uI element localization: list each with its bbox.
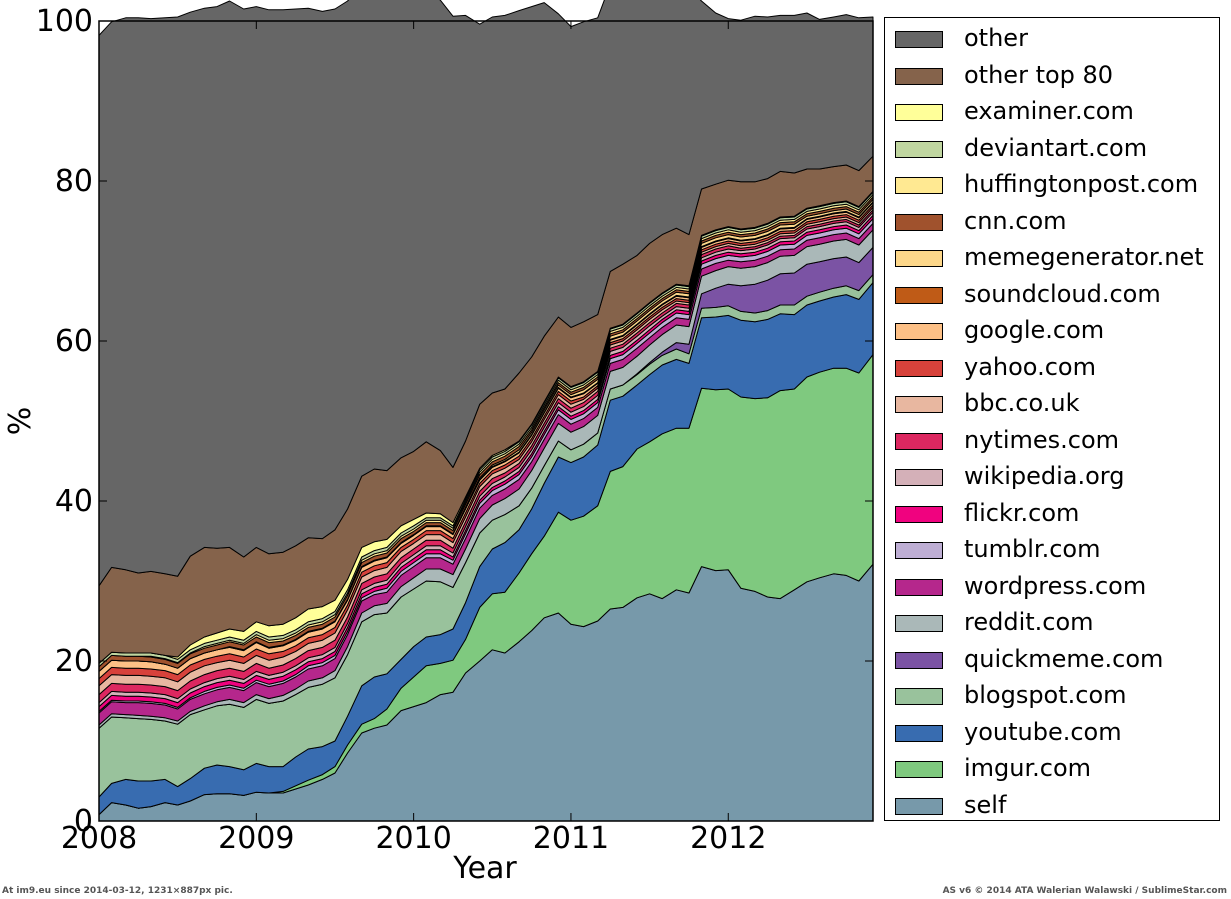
- legend-item: bbc.co.uk: [895, 387, 1215, 417]
- legend-label: wordpress.com: [964, 571, 1147, 600]
- y-tick-label: 80: [55, 164, 93, 199]
- legend-swatch: [895, 615, 943, 632]
- legend-item: reddit.com: [895, 606, 1215, 636]
- legend-swatch: [895, 323, 943, 340]
- legend-item: tumblr.com: [895, 533, 1215, 563]
- legend-label: self: [964, 790, 1007, 819]
- legend-label: huffingtonpost.com: [964, 170, 1199, 198]
- legend-swatch: [895, 213, 943, 231]
- legend-item: wordpress.com: [895, 570, 1215, 600]
- legend-item: google.com: [895, 314, 1215, 344]
- legend-label: imgur.com: [964, 754, 1092, 782]
- legend-swatch: [895, 724, 943, 742]
- y-tick-label: 20: [55, 644, 93, 679]
- legend-item: examiner.com: [895, 95, 1215, 125]
- legend-label: tumblr.com: [964, 535, 1101, 563]
- legend-item: imgur.com: [895, 752, 1215, 782]
- x-tick-label: 2012: [690, 821, 766, 856]
- x-tick-label: 2008: [61, 821, 137, 856]
- legend-swatch: [895, 286, 943, 304]
- legend-swatch: [895, 797, 943, 815]
- legend-label: soundcloud.com: [964, 279, 1161, 308]
- plot-frame: [98, 20, 874, 822]
- x-tick-label: 2011: [533, 821, 609, 856]
- legend-item: other: [895, 22, 1215, 52]
- legend-swatch: [895, 578, 943, 596]
- footer-credit-right: AS v6 © 2014 ATA Walerian Walawski / Sub…: [942, 886, 1227, 896]
- legend-item: cnn.com: [895, 205, 1215, 235]
- area-layers: [98, 0, 874, 822]
- footer-credit-left: At im9.eu since 2014-03-12, 1231×887px p…: [2, 886, 233, 896]
- legend: other other top 80 examiner.com deviantart.…: [884, 17, 1220, 821]
- legend-swatch: [895, 761, 943, 778]
- legend-swatch: [895, 67, 943, 85]
- legend-item: nytimes.com: [895, 424, 1215, 454]
- legend-label: google.com: [964, 316, 1105, 344]
- y-tick-labels: 0 20 40 60 80 100: [36, 4, 93, 839]
- legend-item: youtube.com: [895, 716, 1215, 746]
- legend-swatch: [895, 177, 943, 194]
- legend-item: deviantart.com: [895, 132, 1215, 162]
- legend-swatch: [895, 359, 943, 377]
- y-tick-label: 40: [55, 484, 93, 519]
- legend-label: blogspot.com: [964, 681, 1127, 709]
- legend-label: deviantart.com: [964, 133, 1148, 162]
- legend-label: memegenerator.net: [964, 243, 1204, 271]
- legend-swatch: [895, 140, 943, 158]
- legend-item: huffingtonpost.com: [895, 168, 1215, 198]
- legend-item: quickmeme.com: [895, 643, 1215, 673]
- legend-swatch: [895, 396, 943, 413]
- legend-swatch: [895, 542, 943, 559]
- legend-label: examiner.com: [964, 97, 1134, 125]
- legend-item: blogspot.com: [895, 679, 1215, 709]
- legend-swatch: [895, 31, 943, 48]
- x-tick-label: 2010: [375, 821, 451, 856]
- y-tick-label: 60: [55, 324, 93, 359]
- legend-item: yahoo.com: [895, 351, 1215, 381]
- legend-item: memegenerator.net: [895, 241, 1215, 271]
- x-tick-labels: 2008 2009 2010 2011 2012: [61, 821, 767, 856]
- legend-swatch: [895, 505, 943, 523]
- y-axis-label: %: [3, 407, 38, 436]
- legend-swatch: [895, 688, 943, 705]
- legend-swatch: [895, 651, 943, 669]
- legend-label: nytimes.com: [964, 425, 1120, 454]
- legend-item: other top 80: [895, 59, 1215, 89]
- legend-label: other: [964, 24, 1028, 52]
- legend-swatch: [895, 104, 943, 121]
- legend-swatch: [895, 432, 943, 450]
- y-tick-label: 0: [74, 804, 93, 839]
- legend-label: yahoo.com: [964, 352, 1096, 381]
- legend-swatch: [895, 469, 943, 486]
- y-tick-label: 100: [36, 4, 93, 39]
- legend-label: other top 80: [964, 60, 1114, 89]
- legend-item: flickr.com: [895, 497, 1215, 527]
- x-tick-label: 2009: [218, 821, 294, 856]
- x-axis-label: Year: [452, 851, 517, 886]
- legend-item: self: [895, 789, 1215, 819]
- legend-label: reddit.com: [964, 608, 1094, 636]
- legend-label: bbc.co.uk: [964, 389, 1080, 417]
- legend-label: cnn.com: [964, 206, 1067, 235]
- legend-swatch: [895, 250, 943, 267]
- legend-label: youtube.com: [964, 717, 1122, 746]
- legend-label: flickr.com: [964, 498, 1080, 527]
- legend-item: wikipedia.org: [895, 460, 1215, 490]
- legend-item: soundcloud.com: [895, 278, 1215, 308]
- legend-label: quickmeme.com: [964, 644, 1164, 673]
- legend-label: wikipedia.org: [964, 462, 1125, 490]
